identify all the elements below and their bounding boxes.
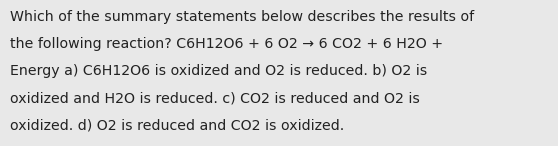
Text: oxidized. d) O2 is reduced and CO2 is oxidized.: oxidized. d) O2 is reduced and CO2 is ox… [10,118,344,132]
Text: Which of the summary statements below describes the results of: Which of the summary statements below de… [10,10,474,24]
Text: Energy a) C6H12O6 is oxidized and O2 is reduced. b) O2 is: Energy a) C6H12O6 is oxidized and O2 is … [10,64,427,78]
Text: oxidized and H2O is reduced. c) CO2 is reduced and O2 is: oxidized and H2O is reduced. c) CO2 is r… [10,91,420,105]
Text: the following reaction? C6H12O6 + 6 O2 → 6 CO2 + 6 H2O +: the following reaction? C6H12O6 + 6 O2 →… [10,37,443,51]
